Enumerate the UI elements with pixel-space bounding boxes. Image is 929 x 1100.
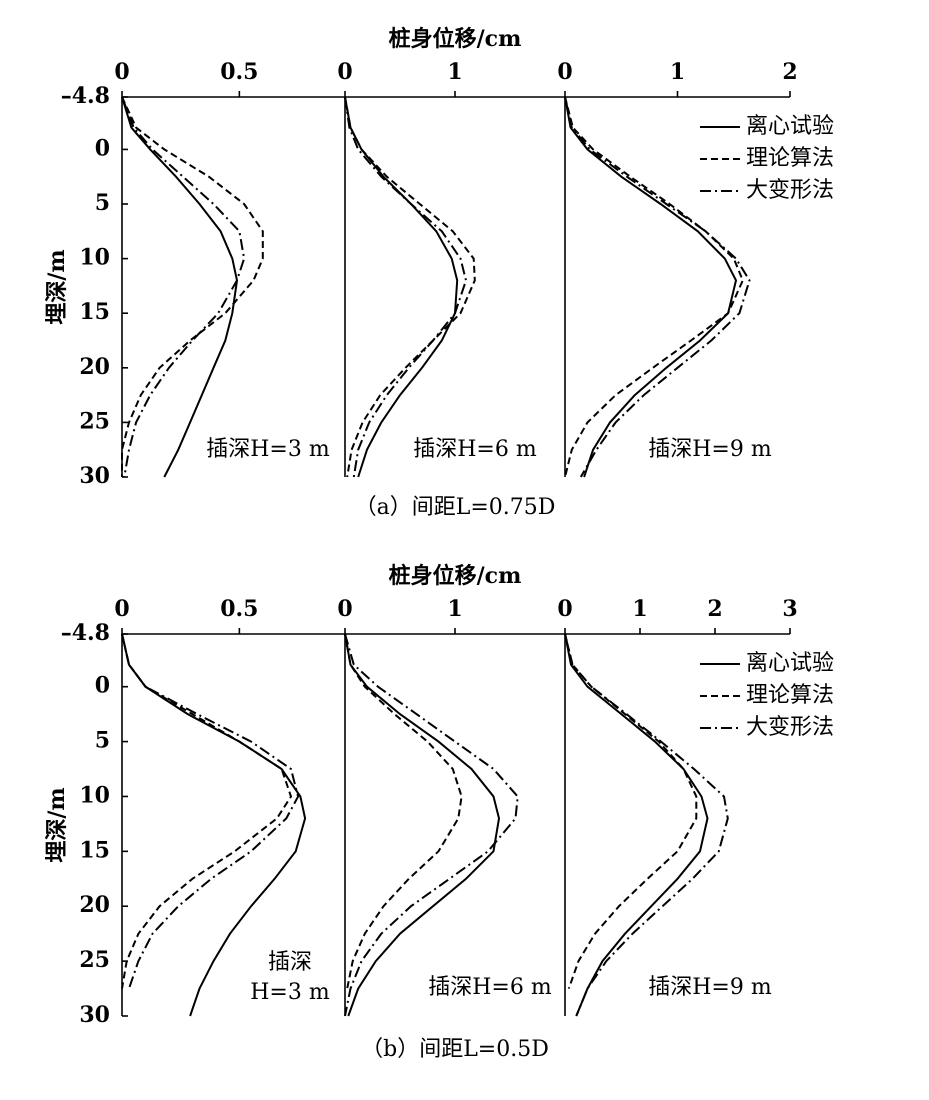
y-tick-label: –4.8 — [61, 83, 110, 109]
curve — [344, 633, 519, 1017]
x-tick-label: 1 — [670, 59, 685, 85]
annotation: 插深 — [268, 950, 312, 975]
y-tick-label: 5 — [95, 190, 110, 216]
curve — [344, 96, 476, 478]
y-tick-label: 15 — [79, 299, 110, 325]
annotation: 插深H=6 m — [413, 437, 537, 462]
curve — [564, 96, 738, 478]
legend-label: 离心试验 — [746, 651, 834, 676]
curve — [121, 96, 239, 478]
curve — [121, 96, 264, 477]
x-tick-label: 2 — [707, 596, 722, 622]
y-tick-label: 20 — [79, 354, 110, 380]
caption: （b）间距L=0.5D — [361, 1037, 549, 1062]
x-tick-label: 0 — [337, 596, 352, 622]
x-tick-label: 0 — [114, 59, 129, 85]
y-tick-label: 15 — [79, 837, 110, 863]
annotation: 插深H=3 m — [206, 437, 330, 462]
y-axis-label: 埋深/m — [44, 249, 70, 324]
y-tick-label: 30 — [79, 1002, 110, 1028]
legend-label: 离心试验 — [746, 114, 834, 139]
x-tick-label: 0.5 — [220, 596, 258, 622]
curve — [344, 96, 459, 478]
x-tick-label: 2 — [782, 59, 797, 85]
annotation: 插深H=9 m — [648, 975, 772, 1000]
y-tick-label: 25 — [79, 408, 110, 434]
curve — [121, 633, 300, 989]
y-tick-label: 20 — [79, 892, 110, 918]
y-tick-label: 10 — [79, 245, 110, 271]
curve — [344, 633, 501, 1017]
y-tick-label: 0 — [95, 673, 110, 699]
x-tick-label: 3 — [782, 596, 797, 622]
curve — [121, 633, 307, 1017]
legend-label: 大变形法 — [746, 178, 834, 203]
y-tick-label: 30 — [79, 463, 110, 489]
caption: （a）间距L=0.75D — [355, 495, 556, 520]
y-tick-label: 5 — [95, 728, 110, 754]
curve — [564, 96, 744, 478]
x-tick-label: 1 — [447, 59, 462, 85]
curve — [564, 633, 729, 1017]
curve — [121, 633, 293, 989]
annotation: H=3 m — [250, 980, 330, 1005]
x-tick-label: 1 — [447, 596, 462, 622]
curve — [121, 96, 246, 478]
y-axis-label: 埋深/m — [44, 787, 70, 862]
curve — [564, 633, 698, 989]
curve — [564, 96, 751, 478]
x-tick-label: 0.5 — [220, 59, 258, 85]
x-tick-label: 0 — [557, 59, 572, 85]
x-axis-label: 桩身位移/cm — [389, 563, 522, 589]
annotation: 插深H=9 m — [648, 437, 772, 462]
annotation: 插深H=6 m — [428, 975, 552, 1000]
y-tick-label: 0 — [95, 135, 110, 161]
x-axis-label: 桩身位移/cm — [389, 26, 522, 52]
y-tick-label: 25 — [79, 947, 110, 973]
x-tick-label: 0 — [114, 596, 129, 622]
legend-label: 理论算法 — [746, 146, 834, 171]
legend-label: 大变形法 — [746, 715, 834, 740]
curve — [344, 633, 463, 989]
curve — [564, 633, 709, 1017]
x-tick-label: 0 — [337, 59, 352, 85]
y-tick-label: 10 — [79, 782, 110, 808]
y-tick-label: –4.8 — [61, 620, 110, 646]
x-tick-label: 0 — [557, 596, 572, 622]
curve — [344, 96, 468, 478]
x-tick-label: 1 — [632, 596, 647, 622]
legend-label: 理论算法 — [746, 683, 834, 708]
